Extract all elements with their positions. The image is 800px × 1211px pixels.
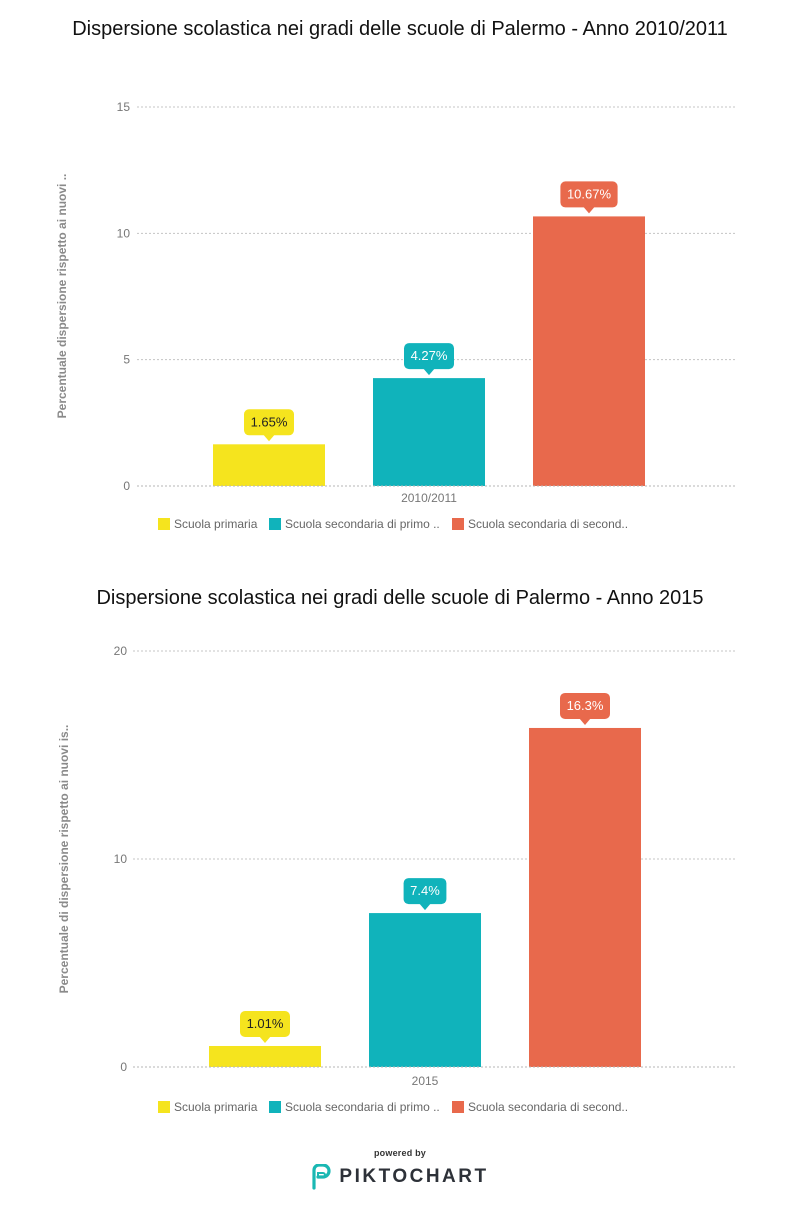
piktochart-footer: powered by PIKTOCHART <box>0 1148 800 1190</box>
powered-by-text: powered by <box>373 1148 426 1158</box>
brand-name: PIKTOCHART <box>339 1166 489 1187</box>
data-label-pointer <box>579 717 591 725</box>
bar[interactable] <box>529 727 641 1067</box>
legend-item[interactable]: Scuola secondaria di primo .. <box>269 1100 440 1114</box>
data-label-text: 1.65% <box>251 414 288 429</box>
legend-item[interactable]: Scuola primaria <box>158 517 258 531</box>
legend-swatch <box>452 518 464 530</box>
data-label-bubble <box>403 878 447 905</box>
data-label-bubble <box>560 181 618 208</box>
data-label-pointer <box>423 368 435 376</box>
data-label: 7.4% <box>403 878 447 911</box>
data-label: 1.01% <box>240 1010 290 1043</box>
legend-item[interactable]: Scuola secondaria di second.. <box>452 1100 628 1114</box>
y-tick-label: 15 <box>117 100 131 114</box>
legend-label: Scuola primaria <box>174 1100 258 1114</box>
data-label-text: 7.4% <box>410 883 440 898</box>
legend-label: Scuola secondaria di second.. <box>468 517 628 531</box>
bar[interactable] <box>373 378 485 486</box>
data-label-pointer <box>259 1035 271 1043</box>
legend-label: Scuola secondaria di primo .. <box>285 1100 440 1114</box>
chart-1: Dispersione scolastica nei gradi delle s… <box>0 0 800 560</box>
legend-swatch <box>452 1101 464 1113</box>
x-tick-label: 2010/2011 <box>401 491 457 505</box>
chart-2: Dispersione scolastica nei gradi delle s… <box>57 587 735 1114</box>
legend-item[interactable]: Scuola primaria <box>158 1100 258 1114</box>
legend-item[interactable]: Scuola secondaria di primo .. <box>269 517 440 531</box>
chart-title: Dispersione scolastica nei gradi delle s… <box>96 587 704 609</box>
y-tick-label: 0 <box>120 1060 127 1074</box>
brand-logo[interactable]: PIKTOCHART <box>0 1164 800 1190</box>
y-tick-label: 5 <box>123 353 130 367</box>
data-label: 16.3% <box>560 692 610 725</box>
legend-label: Scuola secondaria di primo .. <box>285 517 440 531</box>
data-label-text: 10.67% <box>567 186 612 201</box>
data-label-text: 1.01% <box>247 1016 284 1031</box>
legend-swatch <box>158 1101 170 1113</box>
data-label-bubble <box>404 343 454 370</box>
y-tick-label: 10 <box>117 226 131 240</box>
data-label: 10.67% <box>560 181 618 214</box>
legend-item[interactable]: Scuola secondaria di second.. <box>452 517 628 531</box>
data-label: 4.27% <box>404 343 454 376</box>
legend-swatch <box>269 518 281 530</box>
y-tick-label: 20 <box>114 644 128 658</box>
data-label-pointer <box>583 206 595 214</box>
y-axis-label: Percentuale di dispersione rispetto ai n… <box>57 725 71 994</box>
data-label-pointer <box>419 903 431 911</box>
y-tick-label: 10 <box>114 852 128 866</box>
y-tick-label: 0 <box>123 479 130 493</box>
legend-label: Scuola secondaria di second.. <box>468 1100 628 1114</box>
data-label-bubble <box>244 409 294 436</box>
data-label-bubble <box>560 692 610 719</box>
data-label-pointer <box>263 434 275 442</box>
bar[interactable] <box>533 216 645 486</box>
y-axis-label: Percentuale dispersione rispetto ai nuov… <box>55 174 69 419</box>
x-tick-label: 2015 <box>412 1074 439 1088</box>
legend-swatch <box>269 1101 281 1113</box>
chart-title: Dispersione scolastica nei gradi delle s… <box>72 18 728 40</box>
data-label-text: 4.27% <box>411 348 448 363</box>
bar[interactable] <box>213 444 325 486</box>
data-label: 1.65% <box>244 409 294 442</box>
legend-swatch <box>158 518 170 530</box>
data-label-text: 16.3% <box>567 698 604 713</box>
bar[interactable] <box>209 1045 321 1067</box>
chart-plot: 0 10 20 Percentuale di dispersione rispetto… <box>57 644 735 1114</box>
bar[interactable] <box>369 913 481 1067</box>
legend-label: Scuola primaria <box>174 517 258 531</box>
piktochart-logo-icon <box>312 1164 331 1190</box>
chart-plot: 0 5 10 15 Percentuale dispersione rispetto a… <box>55 100 735 531</box>
data-label-bubble <box>240 1010 290 1037</box>
